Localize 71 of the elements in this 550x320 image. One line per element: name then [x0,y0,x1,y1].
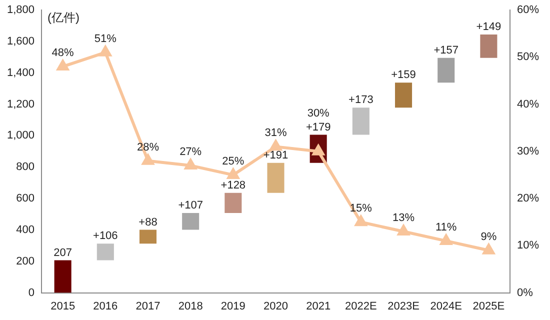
data-label: +107 [178,200,203,212]
bar [267,162,284,193]
bar [395,82,412,108]
bar [182,212,200,230]
data-label: 30% [307,107,330,120]
point [184,159,196,170]
data-label: +128 [220,179,246,192]
y-tick-label: 800 [16,161,35,174]
x-tick-label: 2024E [430,300,462,312]
y-tick-label: 1,400 [6,66,35,79]
data-label: +149 [476,21,502,34]
data-label: +157 [434,44,458,56]
data-label: 25% [222,156,244,168]
y-tick-label: 1,800 [6,4,35,16]
point [270,140,282,151]
point [142,154,154,165]
bar [139,230,157,244]
data-label: +159 [391,69,416,82]
bar [352,108,370,135]
y-tick-label: 400 [16,224,35,236]
data-label: 9% [480,230,497,243]
y-tick-label: 0 [28,286,35,299]
data-label: +173 [348,94,374,106]
point [227,168,239,179]
y-tick-label: 1,600 [6,35,35,48]
data-label: 207 [54,246,72,259]
point [482,244,495,254]
y2-tick-label: 60% [516,4,540,16]
x-tick-label: 2019 [220,300,246,312]
data-label: +191 [263,149,288,162]
y-tick-label: 1,200 [6,98,35,110]
data-label: 15% [350,202,372,215]
y2-tick-label: 20% [516,192,540,205]
data-label: 48% [52,47,74,60]
data-label: +179 [306,121,331,134]
y-tick-label: 1,000 [6,130,35,142]
data-label: 27% [180,146,202,158]
y2-tick-label: 30% [516,145,540,158]
x-tick-label: 2016 [93,300,118,312]
x-tick-label: 2021 [306,300,331,312]
x-tick-label: 2017 [136,300,160,312]
x-tick-label: 2022E [345,300,377,312]
y-tick-label: 600 [16,192,35,205]
point [355,216,367,226]
bar [480,34,498,58]
x-tick-label: 2018 [178,300,203,312]
y-axis-title: (亿件) [48,10,80,24]
x-tick-label: 2025E [472,300,505,312]
bar [224,192,242,213]
data-label: 28% [136,141,160,154]
bar [438,58,455,83]
point [56,60,69,71]
data-label: 31% [264,127,287,140]
y2-tick-label: 50% [516,51,540,64]
y2-tick-label: 40% [516,98,540,110]
x-tick-label: 2023E [388,300,420,312]
x-tick-label: 2020 [264,300,288,312]
bar [54,260,72,293]
y-tick-label: 200 [16,255,35,268]
x-tick-label: 2015 [50,300,76,312]
data-label: 11% [436,221,457,234]
point [100,46,112,56]
data-label: 51% [94,32,117,45]
point [440,234,452,245]
data-label: 13% [392,212,415,224]
y2-tick-label: 10% [516,240,540,252]
data-label: +106 [93,230,118,242]
data-label: +88 [138,216,158,228]
bar [96,244,114,260]
point [398,225,410,236]
y2-tick-label: 0% [516,286,534,299]
